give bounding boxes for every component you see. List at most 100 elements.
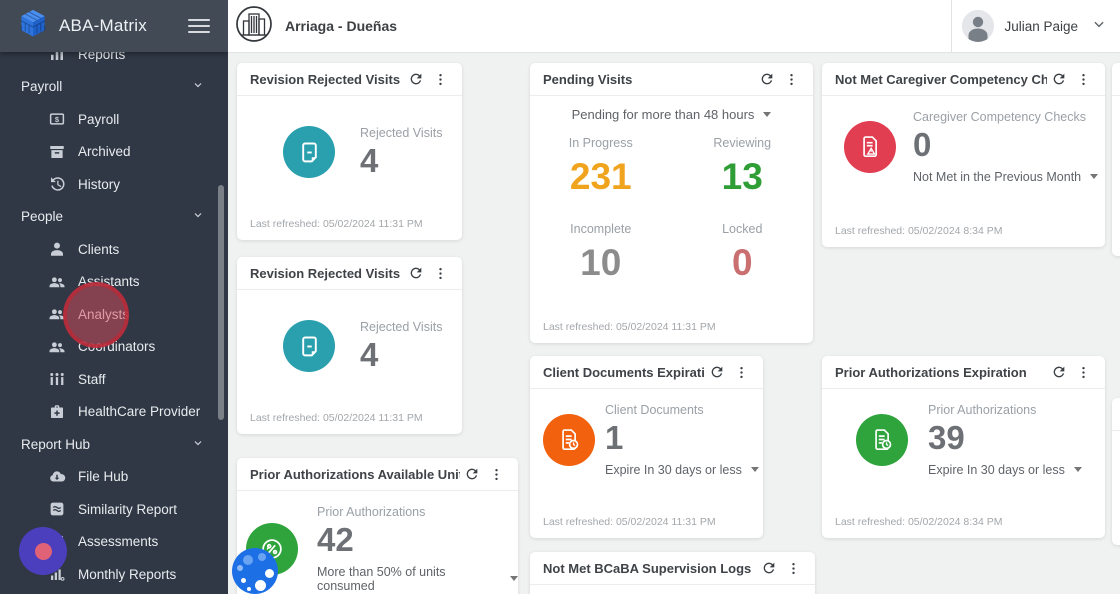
sidebar-item-archived[interactable]: Archived	[0, 136, 228, 169]
kebab-menu-icon[interactable]	[1071, 67, 1095, 91]
kebab-menu-icon[interactable]	[484, 462, 508, 486]
filter-dropdown[interactable]: Not Met in the Previous Month	[913, 170, 1099, 184]
sidebar-item-healthcare-provider[interactable]: HealthCare Provider	[0, 396, 228, 429]
refresh-icon[interactable]	[404, 67, 428, 91]
card-title: Pending Visits	[543, 71, 633, 87]
sidebar-scrollbar-thumb[interactable]	[218, 185, 224, 420]
kebab-menu-icon[interactable]	[428, 261, 452, 285]
refresh-icon[interactable]	[1047, 360, 1071, 384]
last-refreshed: Last refreshed: 05/02/2024 11:31 PM	[543, 516, 716, 528]
section-label: Payroll	[21, 79, 63, 95]
sidebar-item-label: Assessments	[78, 534, 159, 550]
card-revision-rejected-visits-2: Revision Rejected Visits Rejected Visits…	[237, 257, 462, 434]
organization-logo-icon	[234, 4, 274, 49]
sidebar-item-label: Archived	[78, 144, 131, 160]
sidebar-item-label: HealthCare Provider	[78, 404, 201, 420]
kebab-menu-icon[interactable]	[729, 360, 753, 384]
refresh-icon[interactable]	[755, 67, 779, 91]
user-menu[interactable]: Julian Paige	[951, 0, 1120, 53]
refresh-icon[interactable]	[705, 360, 729, 384]
sidebar-item-label: History	[78, 176, 121, 192]
stat-value: 1	[605, 419, 624, 456]
caret-down-icon	[1090, 174, 1099, 180]
pending-visits-stats: In Progress 231 Reviewing 13 Incomplete …	[530, 136, 813, 281]
sidebar-item-clients[interactable]: Clients	[0, 233, 228, 266]
stat-label: Rejected Visits	[360, 320, 443, 334]
chevron-down-icon	[192, 79, 204, 94]
card-title: Client Documents Expiration	[543, 364, 705, 380]
refresh-icon[interactable]	[404, 261, 428, 285]
sidebar-item-payroll[interactable]: $ Payroll	[0, 103, 228, 136]
group-icon	[48, 338, 66, 356]
stat-value: 0	[913, 126, 932, 163]
kebab-menu-icon[interactable]	[779, 67, 803, 91]
card-title: Not Met BCaBA Supervision Logs	[543, 560, 752, 576]
card-prior-auth-available-units: Prior Authorizations Available Unit ... …	[237, 458, 518, 594]
sidebar-item-label: Payroll	[78, 111, 120, 127]
refresh-icon[interactable]	[460, 462, 484, 486]
stat-value: 42	[317, 521, 354, 558]
archive-icon	[48, 143, 66, 161]
refresh-icon[interactable]	[757, 556, 781, 580]
sidebar-item-file-hub[interactable]: File Hub	[0, 461, 228, 494]
stat-cell: Reviewing 13	[713, 136, 772, 197]
refresh-icon[interactable]	[1047, 67, 1071, 91]
menu-icon[interactable]	[188, 15, 210, 37]
kebab-menu-icon[interactable]	[1071, 360, 1095, 384]
sidebar: Reports Payroll $ Payroll Archived	[0, 0, 228, 594]
stat-label: Rejected Visits	[360, 126, 443, 140]
organization: Arriaga - Dueñas	[228, 4, 951, 49]
last-refreshed: Last refreshed: 05/02/2024 11:31 PM	[250, 218, 423, 230]
sidebar-item-monthly-reports[interactable]: Monthly Reports	[0, 558, 228, 591]
group-icon	[48, 273, 66, 291]
user-name: Julian Paige	[1004, 18, 1078, 34]
card-client-documents-expiration: Client Documents Expiration Client Docum…	[530, 356, 763, 538]
cursor-indicator	[19, 527, 67, 575]
cloud-icon	[48, 468, 66, 486]
stat-value: 4	[360, 142, 379, 179]
sidebar-section-report-hub[interactable]: Report Hub	[0, 428, 228, 461]
card-title: Not Met Caregiver Competency Checks	[835, 71, 1047, 87]
people-icon	[48, 370, 66, 388]
chat-widget-button[interactable]	[232, 548, 278, 594]
similarity-icon	[48, 500, 66, 518]
card-title: Revision Rejected Visits	[250, 71, 401, 87]
chevron-down-icon	[1092, 17, 1106, 36]
sidebar-item-label: Staff	[78, 371, 106, 387]
card-pending-visits: Pending Visits Pending for more than 48 …	[530, 63, 813, 343]
caret-down-icon	[510, 576, 518, 582]
chevron-down-icon	[192, 209, 204, 224]
svg-text:$: $	[55, 115, 60, 124]
sidebar-item-staff[interactable]: Staff	[0, 363, 228, 396]
last-refreshed: Last refreshed: 05/02/2024 8:34 PM	[835, 516, 1003, 528]
card-title: Revision Rejected Visits	[250, 265, 401, 281]
app-title: ABA-Matrix	[59, 16, 147, 35]
rejected-note-icon	[283, 126, 335, 179]
caret-down-icon	[763, 112, 772, 117]
filter-dropdown[interactable]: Expire In 30 days or less	[928, 463, 1082, 477]
caret-down-icon	[1073, 467, 1082, 473]
payments-icon: $	[48, 110, 66, 128]
filter-dropdown[interactable]: More than 50% of units consumed	[317, 565, 518, 593]
sidebar-section-payroll[interactable]: Payroll	[0, 71, 228, 104]
report-chart-icon	[48, 565, 66, 583]
bar-chart-icon	[48, 45, 66, 63]
filter-dropdown[interactable]: Pending for more than 48 hours	[530, 107, 813, 122]
card-title: Prior Authorizations Expiration	[835, 364, 1027, 380]
last-refreshed: Last refreshed: 05/02/2024 11:31 PM	[543, 321, 716, 333]
filter-dropdown[interactable]: Expire In 30 days or less	[605, 463, 759, 477]
sidebar-item-label: Monthly Reports	[78, 566, 177, 582]
avatar	[962, 10, 995, 42]
organization-name: Arriaga - Dueñas	[285, 18, 398, 34]
sidebar-item-similarity-report[interactable]: Similarity Report	[0, 493, 228, 526]
chevron-down-icon	[192, 437, 204, 452]
section-label: People	[21, 209, 64, 225]
sidebar-item-history[interactable]: History	[0, 168, 228, 201]
document-clock-icon	[543, 413, 595, 466]
kebab-menu-icon[interactable]	[428, 67, 452, 91]
sidebar-item-label: Similarity Report	[78, 501, 178, 517]
kebab-menu-icon[interactable]	[781, 556, 805, 580]
sidebar-section-people[interactable]: People	[0, 201, 228, 234]
person-icon	[48, 240, 66, 258]
stat-label: Caregiver Competency Checks	[913, 110, 1086, 124]
